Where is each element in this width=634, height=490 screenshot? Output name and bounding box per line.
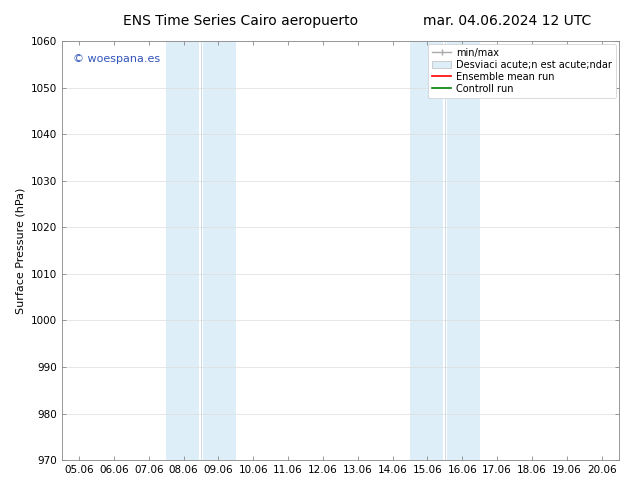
- Bar: [166, 41, 199, 460]
- Bar: [410, 41, 443, 460]
- Y-axis label: Surface Pressure (hPa): Surface Pressure (hPa): [15, 187, 25, 314]
- Text: mar. 04.06.2024 12 UTC: mar. 04.06.2024 12 UTC: [423, 14, 592, 28]
- Bar: [446, 41, 480, 460]
- Text: ENS Time Series Cairo aeropuerto: ENS Time Series Cairo aeropuerto: [124, 14, 358, 28]
- Text: © woespana.es: © woespana.es: [73, 53, 160, 64]
- Bar: [203, 41, 236, 460]
- Legend: min/max, Desviaci acute;n est acute;ndar, Ensemble mean run, Controll run: min/max, Desviaci acute;n est acute;ndar…: [428, 44, 616, 98]
